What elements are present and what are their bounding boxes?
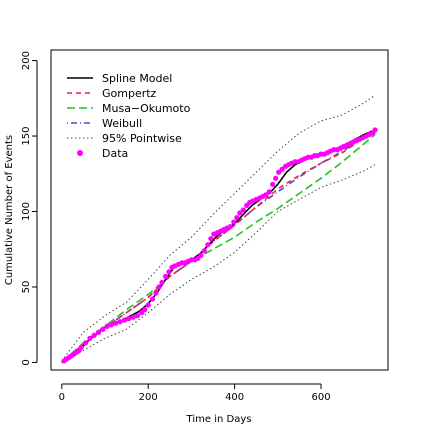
x-tick-label: 0 — [59, 392, 65, 403]
y-axis: 0 50 100 150 200 — [21, 51, 38, 366]
data-point — [87, 335, 93, 341]
series-line-musa-okumoto — [61, 133, 376, 364]
data-point — [159, 279, 165, 286]
data-point — [145, 302, 151, 308]
y-tick-label: 200 — [21, 51, 32, 70]
data-point — [78, 344, 84, 350]
data-point — [237, 210, 243, 216]
legend-label: Data — [102, 147, 128, 160]
data-point — [126, 316, 132, 322]
data-point — [130, 314, 136, 320]
data-point — [82, 340, 89, 346]
data-point — [227, 224, 233, 230]
data-point — [263, 192, 269, 198]
data-point — [121, 317, 128, 323]
data-point — [205, 242, 211, 248]
data-point — [266, 189, 272, 195]
data-point — [142, 307, 148, 313]
data-point — [162, 273, 169, 280]
data-point — [91, 332, 97, 338]
data-point — [234, 214, 240, 221]
x-tick-label: 600 — [311, 392, 330, 403]
data-point — [198, 252, 204, 258]
data-point — [231, 219, 237, 225]
data-point — [104, 323, 110, 329]
legend-swatch — [77, 150, 83, 156]
x-tick-label: 200 — [139, 392, 158, 403]
y-tick-label: 50 — [21, 281, 32, 294]
data-point — [153, 290, 159, 296]
series-line-gompertz — [61, 130, 376, 364]
legend-label: 95% Pointwise — [102, 132, 182, 145]
data-point — [270, 181, 276, 187]
y-tick-label: 0 — [21, 359, 32, 365]
data-point — [95, 329, 102, 335]
data-point — [149, 296, 156, 302]
data-point — [240, 207, 246, 213]
data-point — [100, 326, 106, 332]
data-point — [201, 248, 207, 254]
data-point — [117, 319, 123, 325]
legend: Spline Model Gompertz Musa−Okumoto Weibull 9… — [67, 72, 191, 160]
plot-border — [50, 49, 389, 371]
data-point — [113, 320, 119, 326]
data-point — [166, 269, 172, 275]
x-tick-label: 400 — [225, 392, 244, 403]
data-point — [273, 175, 279, 181]
x-axis-title: Time in Days — [186, 414, 252, 425]
data-point — [276, 169, 282, 175]
data-point — [372, 127, 378, 133]
x-axis: 0 200 400 600 — [59, 383, 331, 403]
y-tick-label: 100 — [21, 202, 32, 221]
data-point — [279, 166, 285, 172]
legend-label: Gompertz — [102, 87, 157, 100]
data-point — [156, 284, 162, 290]
legend-label: Spline Model — [102, 72, 172, 85]
data-points-layer — [61, 127, 378, 364]
data-point — [134, 313, 141, 319]
data-point — [108, 322, 115, 328]
legend-label: Weibull — [102, 117, 142, 130]
series-line-pointwise-lower — [61, 164, 376, 363]
legend-label: Musa−Okumoto — [102, 102, 191, 115]
y-tick-label: 150 — [21, 126, 32, 145]
y-axis-title: Cumulative Number of Events — [4, 135, 15, 285]
data-point — [208, 236, 214, 242]
